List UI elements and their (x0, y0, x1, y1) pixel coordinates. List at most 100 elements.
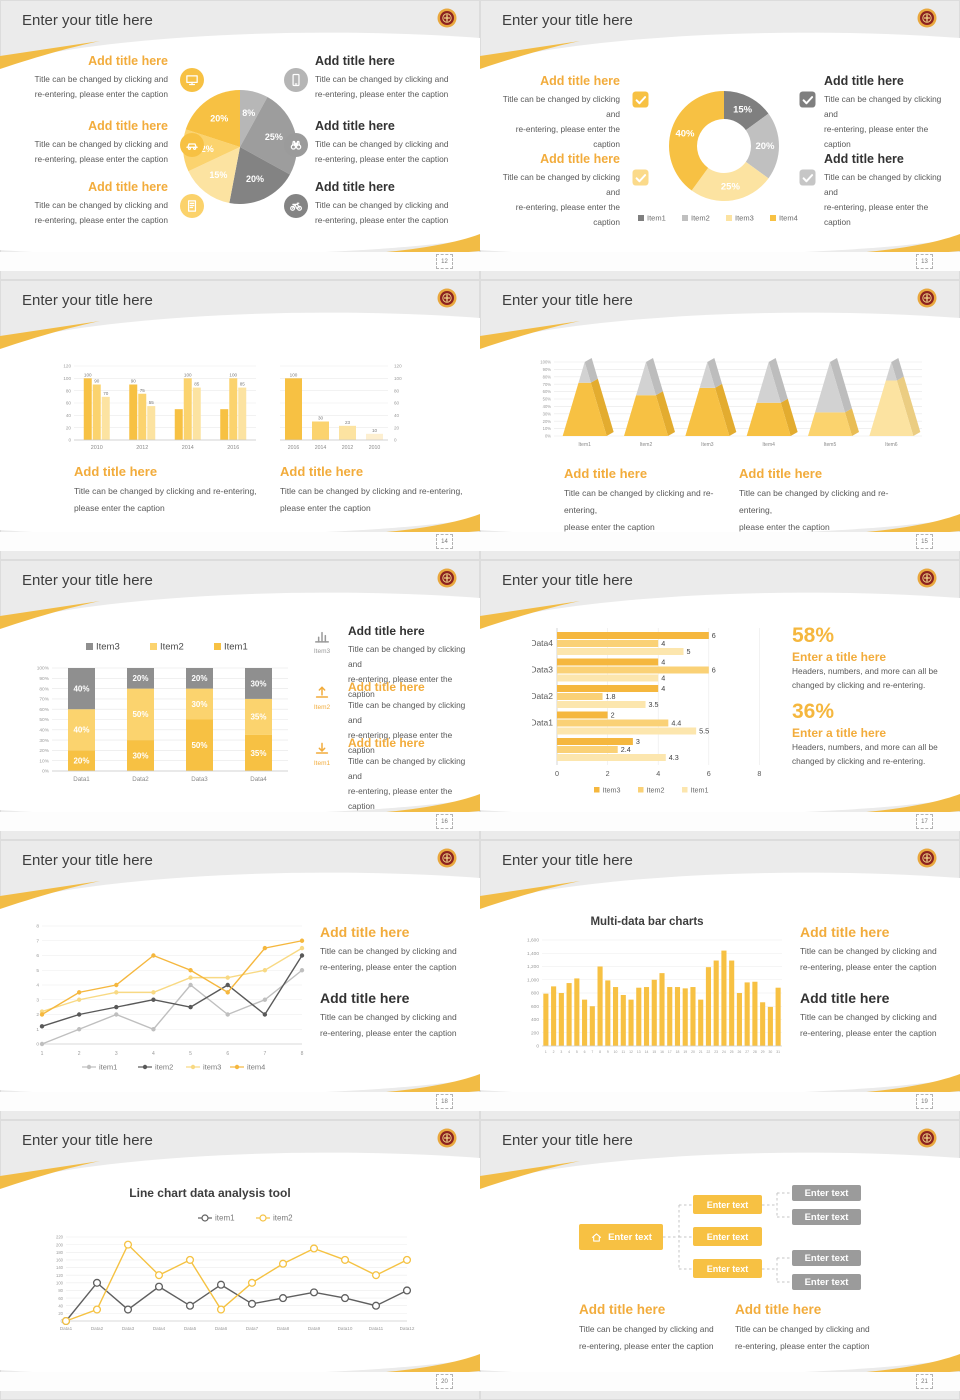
svg-text:2016: 2016 (227, 445, 239, 451)
school-badge-logo (437, 288, 457, 308)
svg-text:Data6: Data6 (215, 1326, 228, 1331)
slide-16[interactable]: Enter your title here 16 Item3 Item2 Item1 0%… (0, 560, 480, 840)
svg-text:5: 5 (687, 647, 691, 656)
svg-text:Data12: Data12 (400, 1326, 415, 1331)
svg-text:4: 4 (661, 684, 665, 693)
svg-text:Data2: Data2 (132, 776, 149, 783)
svg-text:2: 2 (78, 1051, 81, 1057)
slide-12[interactable]: Enter your title here 12 8% 25% 20% 15% 12% 20%… (0, 0, 480, 280)
school-badge-logo (437, 8, 457, 28)
callout-1: Add title here Title can be changed by cl… (320, 924, 465, 975)
svg-text:120: 120 (394, 364, 402, 369)
svg-text:Item4: Item4 (762, 442, 775, 448)
slide-title: Enter your title here (502, 572, 633, 589)
block-caption: Title can be changed by clicking and (800, 946, 937, 956)
caption-left: Add title here Title can be changed by cl… (74, 464, 274, 517)
block-title: Add title here (320, 990, 410, 1006)
slide-20[interactable]: Enter your title here 20 Line chart data a… (0, 1120, 480, 1400)
svg-text:5.5: 5.5 (699, 727, 709, 736)
callout-2: Add title here Title can be changed by cl… (320, 990, 465, 1041)
svg-text:30: 30 (318, 416, 324, 421)
checkbox-icon (632, 91, 649, 108)
svg-text:8%: 8% (242, 108, 255, 118)
svg-text:3: 3 (560, 1050, 562, 1054)
svg-text:35%: 35% (250, 749, 266, 758)
slide-background (0, 872, 480, 1111)
block-title: Add title here (315, 119, 395, 133)
svg-text:6: 6 (712, 631, 716, 640)
block-caption: Title can be changed by clicking and (502, 94, 620, 119)
slide-19[interactable]: Enter your title here 19 Multi-data bar ch… (480, 840, 960, 1120)
svg-text:220: 220 (56, 1235, 64, 1240)
svg-text:80: 80 (66, 388, 72, 393)
school-badge-logo (917, 568, 937, 588)
school-badge-logo (437, 1128, 457, 1148)
horizontal-bar-chart: 0 2 4 6 8 6 4 5 Data4 4 6 4 Data3 4 1.8 3.5 Data2 2 4.4 5.5… (532, 628, 761, 795)
block-title: Add title here (88, 119, 168, 133)
slide-21[interactable]: Enter your title here 21 Enter text Enter t… (480, 1120, 960, 1400)
svg-text:8: 8 (757, 769, 761, 778)
slide-15[interactable]: Enter your title here 15 0% 10% 20% 30% 40% 50%… (480, 280, 960, 560)
svg-text:Data3: Data3 (122, 1326, 135, 1331)
svg-text:1,400: 1,400 (527, 951, 539, 957)
svg-text:120: 120 (56, 1273, 64, 1278)
svg-text:Item1: Item1 (578, 442, 591, 448)
svg-text:Data1: Data1 (73, 776, 90, 783)
svg-text:35%: 35% (250, 713, 266, 722)
svg-text:90: 90 (131, 379, 137, 384)
svg-text:23: 23 (345, 420, 351, 425)
svg-text:16: 16 (660, 1050, 664, 1054)
svg-text:80%: 80% (39, 686, 49, 692)
svg-text:0: 0 (555, 769, 559, 778)
svg-text:1,600: 1,600 (527, 938, 539, 944)
stat-caption: changed by clicking and re-entering. (792, 756, 926, 766)
svg-text:10%: 10% (543, 426, 552, 431)
svg-text:Data1: Data1 (532, 718, 553, 728)
block-caption: Title can be changed by clicking and re-… (280, 486, 463, 496)
svg-text:Data11: Data11 (369, 1326, 384, 1331)
svg-text:5: 5 (189, 1051, 192, 1057)
svg-text:60: 60 (58, 1296, 63, 1301)
svg-text:30%: 30% (191, 700, 207, 709)
callout-right-2: Add title here Title can be changed by cl… (824, 152, 956, 230)
block-caption: re-entering, please enter the caption (579, 1341, 714, 1351)
svg-text:Item2: Item2 (640, 442, 653, 448)
svg-text:4: 4 (661, 639, 665, 648)
svg-text:40: 40 (66, 413, 72, 418)
svg-text:26: 26 (738, 1050, 742, 1054)
svg-text:2010: 2010 (369, 445, 381, 451)
page-number: 14 (436, 534, 453, 549)
svg-text:3: 3 (115, 1051, 118, 1057)
org-leaf-box: Enter text (792, 1274, 861, 1290)
svg-text:75: 75 (140, 388, 146, 393)
svg-text:Data4: Data4 (153, 1326, 166, 1331)
slide-17[interactable]: Enter your title here 17 0 2 4 6 8 6 4 5 Data4 4 6 4 D… (480, 560, 960, 840)
svg-text:100: 100 (56, 1281, 64, 1286)
pyramid-chart: 0% 10% 20% 30% 40% 50% 60% 70% 80% 90% 100% Item1 It… (540, 358, 922, 448)
svg-text:40: 40 (58, 1303, 63, 1308)
block-title: Add title here (824, 152, 904, 166)
stat-title: Enter a title here (792, 650, 887, 664)
svg-text:20%: 20% (73, 757, 89, 766)
block-title: Add title here (315, 54, 395, 68)
block-caption: re-entering, please enter the caption (824, 124, 929, 149)
block-caption: re-entering, please enter the caption (320, 961, 457, 972)
svg-text:85: 85 (240, 382, 246, 387)
org-child-box: Enter text (693, 1259, 762, 1278)
svg-text:23: 23 (714, 1050, 718, 1054)
svg-text:85: 85 (194, 382, 200, 387)
slide-13[interactable]: Enter your title here 13 15% 20% 25% 40% Item1… (480, 0, 960, 280)
school-badge-logo (437, 568, 457, 588)
callout-left-1: Add title here Title can be changed by cl… (20, 54, 168, 102)
block-caption: re-entering, please enter the caption (348, 786, 453, 811)
svg-text:60%: 60% (39, 707, 49, 713)
svg-text:20%: 20% (543, 419, 552, 424)
svg-text:7: 7 (591, 1050, 593, 1054)
svg-text:item1: item1 (215, 1214, 235, 1223)
block-caption: Title can be changed by clicking and (315, 139, 449, 149)
phone-icon (284, 68, 308, 92)
slide-14[interactable]: Enter your title here 14 0 20 40 60 80 100 120 10… (0, 280, 480, 560)
svg-text:22: 22 (707, 1050, 711, 1054)
slide-18[interactable]: Enter your title here 18 0 1 2 3 4 5 6 7 8 1 2 3 4 5 6 7 8… (0, 840, 480, 1120)
